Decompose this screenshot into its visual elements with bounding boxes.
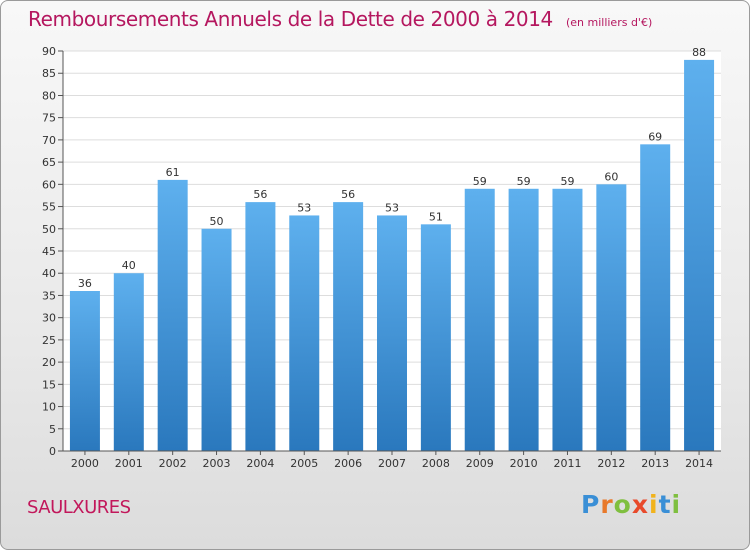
bar-2010 [508, 188, 539, 451]
data-label-2010: 59 [517, 175, 531, 188]
data-label-2000: 36 [78, 277, 92, 290]
x-tick-label-2004: 2004 [246, 457, 274, 470]
y-axis: 0 5 10 15 20 25 30 35 40 45 50 55 60 65 70 75 80 85 90 [42, 45, 64, 458]
chart-title-block: Remboursements Annuels de la Dette de 20… [28, 7, 652, 31]
data-label-2014: 88 [692, 46, 706, 59]
bar-2006 [333, 202, 364, 451]
bar-2014 [684, 59, 715, 452]
bar-2001 [113, 273, 144, 451]
y-tick-label: 65 [42, 156, 56, 169]
chart-unit: (en milliers d'€) [565, 16, 653, 29]
y-tick-label: 30 [42, 312, 56, 325]
y-tick-label: 25 [42, 334, 56, 347]
data-label-2008: 51 [429, 210, 443, 223]
logo-letter: i [671, 490, 682, 519]
data-label-2013: 69 [648, 130, 662, 143]
x-tick-label-2006: 2006 [334, 457, 362, 470]
y-tick-label: 90 [42, 45, 56, 58]
x-tick-label-2009: 2009 [466, 457, 494, 470]
bar-2005 [289, 215, 320, 451]
y-tick-label: 55 [42, 201, 56, 214]
x-tick-label-2000: 2000 [71, 457, 99, 470]
data-label-2003: 50 [210, 215, 224, 228]
x-tick-label-2001: 2001 [115, 457, 143, 470]
x-tick-label-2013: 2013 [641, 457, 669, 470]
bar-2012 [596, 184, 627, 452]
bar-2011 [552, 188, 583, 451]
bar-2013 [640, 144, 671, 452]
y-tick-label: 10 [42, 401, 56, 414]
logo-letter: i [649, 490, 659, 519]
logo-letter: P [581, 490, 601, 519]
y-tick-label: 40 [42, 267, 56, 280]
x-tick-label-2002: 2002 [159, 457, 187, 470]
data-label-2006: 56 [341, 188, 355, 201]
y-tick-label: 5 [49, 423, 56, 436]
x-tick-label-2011: 2011 [553, 457, 581, 470]
x-tick-label-2012: 2012 [597, 457, 625, 470]
y-tick-label: 80 [42, 89, 56, 102]
bar-2000 [69, 291, 100, 451]
y-tick-label: 85 [42, 67, 56, 80]
y-tick-label: 20 [42, 356, 56, 369]
city-name: SAULXURES [27, 497, 131, 518]
bar-2003 [201, 228, 232, 451]
chart-title: Remboursements Annuels de la Dette de 20… [28, 7, 553, 31]
data-label-2012: 60 [604, 170, 618, 183]
x-tick-label-2010: 2010 [510, 457, 538, 470]
x-tick-label-2003: 2003 [203, 457, 231, 470]
bars: 36 40 61 50 56 53 56 53 51 59 59 59 60 69 88 [69, 46, 715, 452]
logo-letter: r [600, 490, 614, 519]
bar-2004 [245, 202, 276, 451]
x-tick-label-2007: 2007 [378, 457, 406, 470]
y-tick-label: 70 [42, 134, 56, 147]
bar-2009 [464, 188, 495, 451]
y-tick-label: 0 [49, 445, 56, 458]
bar-2008 [420, 224, 451, 451]
proxiti-logo: Proxiti [581, 490, 681, 519]
y-tick-label: 15 [42, 378, 56, 391]
logo-letter: x [631, 490, 649, 519]
y-tick-label: 75 [42, 112, 56, 125]
x-tick-label-2008: 2008 [422, 457, 450, 470]
data-label-2005: 53 [297, 201, 311, 214]
data-label-2009: 59 [473, 175, 487, 188]
bar-2007 [377, 215, 407, 451]
data-label-2001: 40 [122, 259, 136, 272]
y-tick-label: 50 [42, 223, 56, 236]
logo-letter: t [658, 490, 672, 519]
y-tick-label: 60 [42, 178, 56, 191]
data-label-2011: 59 [560, 175, 574, 188]
bar-2002 [157, 179, 188, 451]
data-label-2002: 61 [166, 166, 180, 179]
data-label-2004: 56 [253, 188, 267, 201]
x-axis: 2000 2001 2002 2003 2004 2005 2006 2007 2008 2009… [63, 450, 721, 470]
x-tick-label-2005: 2005 [290, 457, 318, 470]
y-tick-label: 45 [42, 245, 56, 258]
y-tick-label: 35 [42, 289, 56, 302]
x-tick-label-2014: 2014 [685, 457, 713, 470]
logo-letter: o [613, 490, 632, 519]
data-label-2007: 53 [385, 201, 399, 214]
